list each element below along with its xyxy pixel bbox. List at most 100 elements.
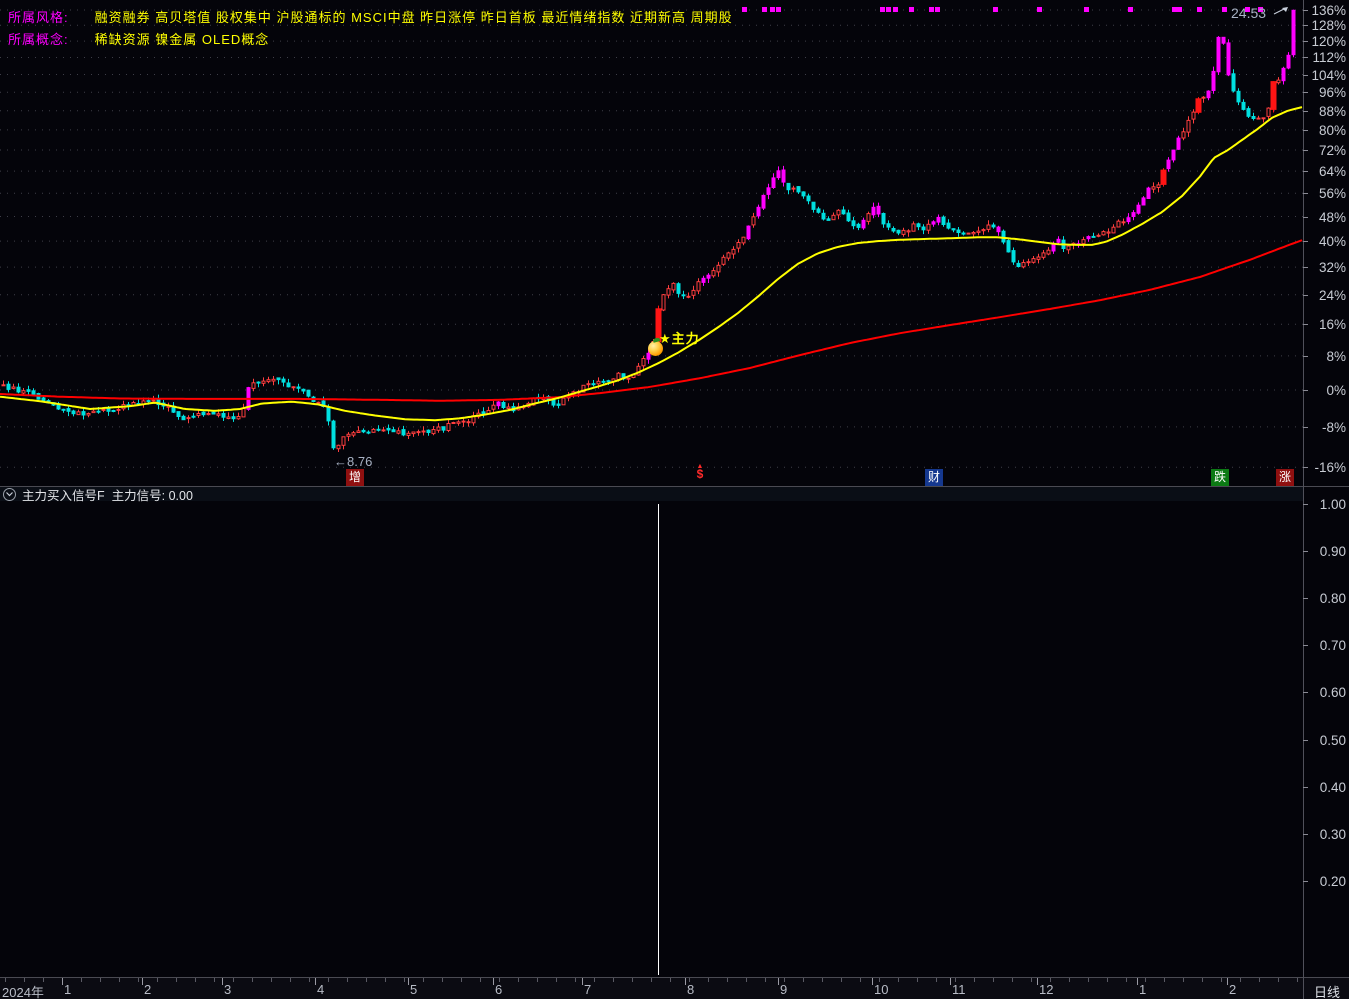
event-badge[interactable]: 财 (925, 469, 943, 486)
ma-slow-line (0, 239, 1303, 402)
time-axis-tick (860, 978, 861, 982)
time-axis-tick (765, 978, 766, 982)
month-tick (408, 978, 409, 985)
time-axis-tick (1183, 978, 1184, 982)
indicator-name[interactable]: 主力买入信号F (22, 488, 105, 503)
limit-up-dot-icon (886, 7, 891, 12)
y-axis-label: 24% (1318, 288, 1346, 303)
high-price-label: 24.53 (1231, 5, 1267, 21)
bottom-axis-divider (0, 977, 1349, 978)
time-axis-tick (423, 978, 424, 982)
panel-divider[interactable] (0, 486, 1349, 487)
time-axis-tick (24, 978, 25, 982)
time-axis-tick (1088, 978, 1089, 982)
y-axis-label: 96% (1318, 85, 1346, 100)
month-label: 1 (1139, 982, 1147, 997)
y-axis-label: 1.00 (1319, 497, 1346, 512)
time-axis-tick (1031, 978, 1032, 982)
limit-up-dot-icon (935, 7, 940, 12)
time-axis-tick (366, 978, 367, 982)
y-axis-tick (1303, 645, 1308, 646)
concept-values[interactable]: 稀缺资源 镍金属 OLED概念 (94, 32, 270, 47)
limit-up-dot-icon (742, 7, 747, 12)
y-axis-label: 0.30 (1319, 827, 1346, 842)
main-force-signal-label: ★主力 (659, 331, 700, 346)
month-label: 9 (780, 982, 788, 997)
y-axis-label: 8% (1326, 349, 1346, 364)
time-axis-tick (214, 978, 215, 982)
time-axis-tick (5, 978, 6, 982)
dividend-marker-icon[interactable]: ▲ $ (693, 463, 707, 481)
style-values[interactable]: 融资融券 高贝塔值 股权集中 沪股通标的 MSCI中盘 昨日涨停 昨日首板 最近… (94, 10, 733, 25)
month-label: 7 (584, 982, 592, 997)
month-label: 5 (410, 982, 418, 997)
candles (1, 9, 1296, 452)
y-axis-label: 40% (1318, 234, 1346, 249)
dividend-marker-symbol: $ (696, 467, 704, 481)
time-axis-tick (1126, 978, 1127, 982)
time-axis-tick (613, 978, 614, 982)
event-badge[interactable]: 跌 (1211, 469, 1229, 486)
time-axis-tick (575, 978, 576, 982)
time-axis-tick (1278, 978, 1279, 982)
time-axis-tick (1050, 978, 1051, 982)
time-axis-tick (1164, 978, 1165, 982)
y-axis-tick (1303, 57, 1308, 58)
limit-up-dot-icon (1245, 7, 1250, 12)
indicator-panel-canvas[interactable] (0, 501, 1303, 977)
ma-fast-line (0, 106, 1303, 422)
y-axis-tick (1303, 787, 1308, 788)
event-badge[interactable]: 涨 (1276, 469, 1294, 486)
y-axis-tick (1303, 427, 1308, 428)
month-tick (222, 978, 223, 985)
indicator-header: 主力买入信号F 主力信号: 0.00 (0, 487, 1303, 503)
month-label: 2 (144, 982, 152, 997)
y-axis-tick (1303, 324, 1308, 325)
low-price-label: ←8.76 (334, 454, 373, 469)
concept-label: 所属概念: (8, 32, 69, 47)
month-tick (1037, 978, 1038, 985)
y-axis-label: 0.80 (1319, 591, 1346, 606)
month-tick (493, 978, 494, 985)
time-axis-tick (1297, 978, 1298, 982)
y-axis-tick (1303, 150, 1308, 151)
limit-up-dot-icon (762, 7, 767, 12)
y-axis-label: 48% (1318, 210, 1346, 225)
y-axis-tick (1303, 467, 1308, 468)
time-axis-tick (670, 978, 671, 982)
month-tick (1227, 978, 1228, 985)
y-axis-tick (1303, 10, 1308, 11)
time-axis-tick (974, 978, 975, 982)
collapse-indicator-icon[interactable] (3, 487, 16, 501)
y-axis-tick (1303, 504, 1308, 505)
time-axis-tick (632, 978, 633, 982)
y-axis-tick (1303, 692, 1308, 693)
month-tick (62, 978, 63, 985)
style-label: 所属风格: (8, 10, 69, 25)
limit-up-dot-icon (909, 7, 914, 12)
y-axis-label: 32% (1318, 260, 1346, 275)
period-label[interactable]: 日线 (1314, 985, 1341, 999)
month-label: 3 (224, 982, 232, 997)
time-axis-tick (651, 978, 652, 982)
limit-up-dot-icon (776, 7, 781, 12)
limit-up-dot-icon (893, 7, 898, 12)
y-axis-label: 0% (1326, 383, 1346, 398)
y-axis-label: 0.60 (1319, 685, 1346, 700)
event-badge[interactable]: 增 (346, 469, 364, 486)
y-axis-tick (1303, 41, 1308, 42)
y-axis-tick (1303, 390, 1308, 391)
y-axis-label: 0.20 (1319, 874, 1346, 889)
main-chart-canvas[interactable] (0, 0, 1303, 486)
time-axis-tick (404, 978, 405, 982)
limit-up-dot-icon (1222, 7, 1227, 12)
time-axis-tick (803, 978, 804, 982)
y-axis-tick (1303, 171, 1308, 172)
main-gridlines (0, 9, 1303, 468)
y-axis-label: 80% (1318, 123, 1346, 138)
month-label: 10 (874, 982, 889, 997)
time-axis-tick (157, 978, 158, 982)
time-axis-tick (195, 978, 196, 982)
limit-up-dot-icon (1177, 7, 1182, 12)
